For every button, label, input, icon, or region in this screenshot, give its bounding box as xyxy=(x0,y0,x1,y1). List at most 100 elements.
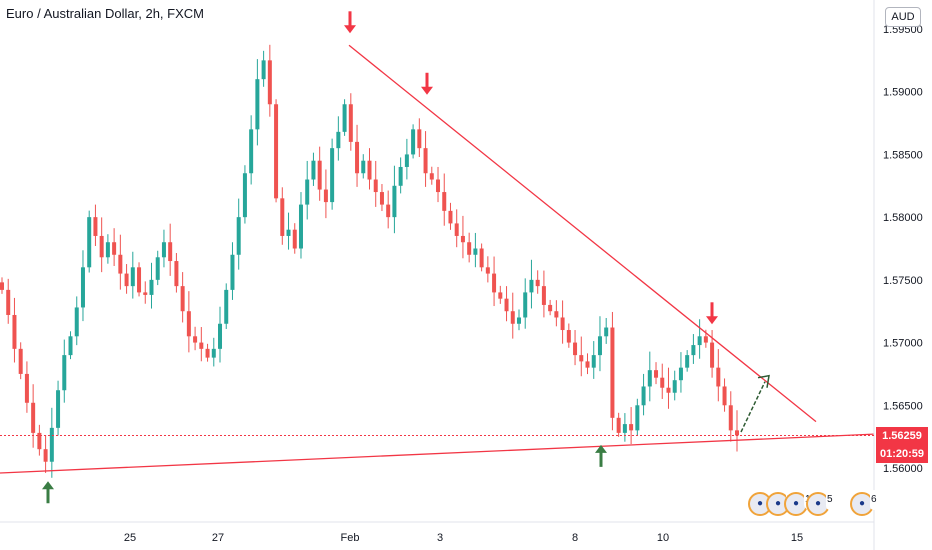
candle-body xyxy=(24,373,29,403)
candle-body xyxy=(548,304,553,312)
candle-body xyxy=(18,348,23,374)
candle-body xyxy=(330,148,335,203)
candle-body xyxy=(168,242,173,262)
candle-body xyxy=(697,336,702,346)
candle-body xyxy=(467,242,472,255)
candle-body xyxy=(660,377,665,388)
candle-body xyxy=(573,342,578,356)
candle-body xyxy=(678,367,683,381)
candle-body xyxy=(105,242,110,258)
candle-body xyxy=(404,154,409,167)
ascending-trendline xyxy=(0,433,875,474)
candle-body xyxy=(504,298,509,312)
candle-body xyxy=(367,160,372,180)
annotation-arrows xyxy=(42,11,770,504)
candle-body xyxy=(342,104,347,132)
candle-body xyxy=(348,104,353,142)
candle-body xyxy=(429,173,434,180)
candle-body xyxy=(604,327,609,337)
candle-body xyxy=(529,279,534,293)
time-axis[interactable]: 25 27 Feb 3 8 10 15 xyxy=(124,532,803,544)
candle-body xyxy=(87,217,92,268)
candle-body xyxy=(180,286,185,312)
time-tick-label: 25 xyxy=(124,532,136,544)
candle-body xyxy=(261,60,266,80)
candle-body xyxy=(622,424,627,433)
candle-body xyxy=(236,217,241,255)
candle-body xyxy=(535,279,540,287)
price-tick-label: 1.57000 xyxy=(883,338,923,350)
candle-body xyxy=(31,402,36,433)
candle-body xyxy=(454,223,459,236)
candle-body xyxy=(199,342,204,349)
projection-arrow-icon xyxy=(740,381,766,433)
candle-body xyxy=(174,261,179,287)
economic-event-icon[interactable]: ●10 xyxy=(784,490,818,516)
candle-body xyxy=(37,432,42,450)
price-tick-label: 1.58000 xyxy=(883,212,923,224)
candle-body xyxy=(280,198,285,236)
currency-badge[interactable]: AUD xyxy=(885,7,921,27)
candle-body xyxy=(305,179,310,205)
candle-body xyxy=(267,60,272,105)
candlestick-series xyxy=(0,44,739,478)
candle-body xyxy=(249,129,254,174)
candle-body xyxy=(242,173,247,218)
sell-arrow-head-icon xyxy=(421,86,433,95)
candle-body xyxy=(323,189,328,203)
price-tick-label: 1.59500 xyxy=(883,24,923,36)
candle-body xyxy=(716,367,721,387)
candle-body xyxy=(68,336,73,356)
candle-body xyxy=(566,330,571,343)
candle-body xyxy=(498,292,503,299)
candle-body xyxy=(585,361,590,368)
candle-body xyxy=(448,210,453,224)
candle-body xyxy=(554,311,559,318)
candle-body xyxy=(597,336,602,356)
candle-body xyxy=(298,204,303,249)
price-tick-label: 1.58500 xyxy=(883,149,923,161)
economic-event-icon[interactable]: ● 6 xyxy=(850,490,878,516)
candle-body xyxy=(6,289,11,315)
candle-body xyxy=(423,148,428,174)
candle-body xyxy=(685,355,690,368)
candle-body xyxy=(386,204,391,218)
buy-arrow-head-icon xyxy=(595,444,607,453)
event-count-badge: 6 xyxy=(870,490,878,510)
candle-body xyxy=(93,217,98,236)
candle-body xyxy=(728,405,733,431)
candle-body xyxy=(255,79,260,130)
candle-body xyxy=(735,430,739,436)
candle-body xyxy=(56,390,61,428)
candle-body xyxy=(591,355,596,368)
candle-body xyxy=(398,166,403,186)
sell-arrow-head-icon xyxy=(706,316,718,325)
candle-body xyxy=(373,179,378,193)
candle-body xyxy=(523,292,528,318)
candle-body xyxy=(654,370,659,378)
candle-body xyxy=(492,273,497,293)
candle-body xyxy=(703,336,708,343)
price-axis[interactable]: 1.59500 1.59000 1.58500 1.58000 1.57500 1.570… xyxy=(883,24,923,475)
candle-body xyxy=(361,160,366,174)
time-tick-label: 8 xyxy=(572,532,578,544)
economic-event-icon[interactable]: ●5 xyxy=(806,490,834,516)
candle-body xyxy=(392,185,397,218)
candle-body xyxy=(560,317,565,331)
buy-arrow-head-icon xyxy=(42,481,54,490)
candle-body xyxy=(0,282,4,290)
candle-body xyxy=(485,267,490,274)
time-tick-label: 15 xyxy=(791,532,803,544)
candle-body xyxy=(473,248,478,255)
trendlines xyxy=(0,44,875,474)
candle-body xyxy=(124,273,129,287)
descending-trendline xyxy=(348,44,817,423)
candle-body xyxy=(211,348,216,358)
candle-body xyxy=(311,160,316,180)
candle-body xyxy=(411,129,416,155)
candle-body xyxy=(460,235,465,243)
projection-arrow-head-icon xyxy=(757,374,770,388)
candle-body xyxy=(629,424,634,431)
candle-body xyxy=(137,267,142,293)
